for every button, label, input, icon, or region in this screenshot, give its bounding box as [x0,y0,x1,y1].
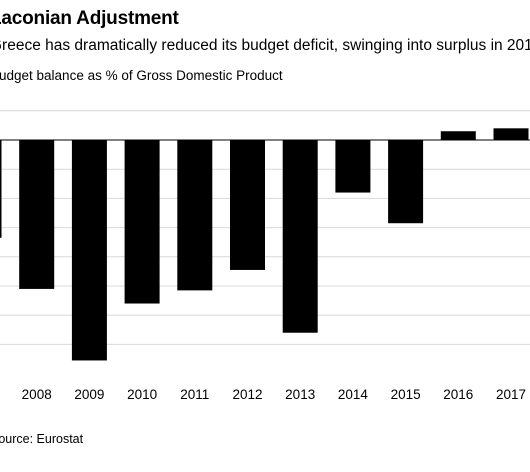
x-tick-label-2008: 2008 [22,387,52,402]
x-tick-label-2013: 2013 [285,387,315,402]
bar-2017 [493,128,529,140]
x-tick-label-2015: 2015 [391,387,421,402]
chart-title: Laconian Adjustment [0,8,179,29]
bar-2013 [282,140,318,333]
bars [0,128,529,361]
bar-2012 [230,140,265,270]
x-tick-label-2011: 2011 [180,387,209,402]
bar-2014 [335,140,371,193]
x-tick-label-2012: 2012 [232,387,262,402]
x-tick-label-2017: 2017 [496,387,526,402]
x-tick-labels: 2007200820092010201120122013201420152016… [22,387,526,402]
bar-2016 [440,131,476,140]
bar-2007 [0,140,2,238]
bar-2015 [388,140,424,224]
bar-2011 [177,140,213,291]
y-axis-label: Budget balance as % of Gross Domestic Pr… [0,68,283,83]
source-note: Source: Eurostat [0,432,84,446]
x-tick-label-2016: 2016 [443,387,473,402]
bar-2009 [71,140,107,361]
x-tick-label-2014: 2014 [338,387,369,402]
chart-subtitle: Greece has dramatically reduced its budg… [0,37,530,54]
x-tick-label-2009: 2009 [74,387,104,402]
bar-2008 [19,140,55,289]
bar-2010 [124,140,160,304]
x-tick-label-2010: 2010 [127,387,157,402]
